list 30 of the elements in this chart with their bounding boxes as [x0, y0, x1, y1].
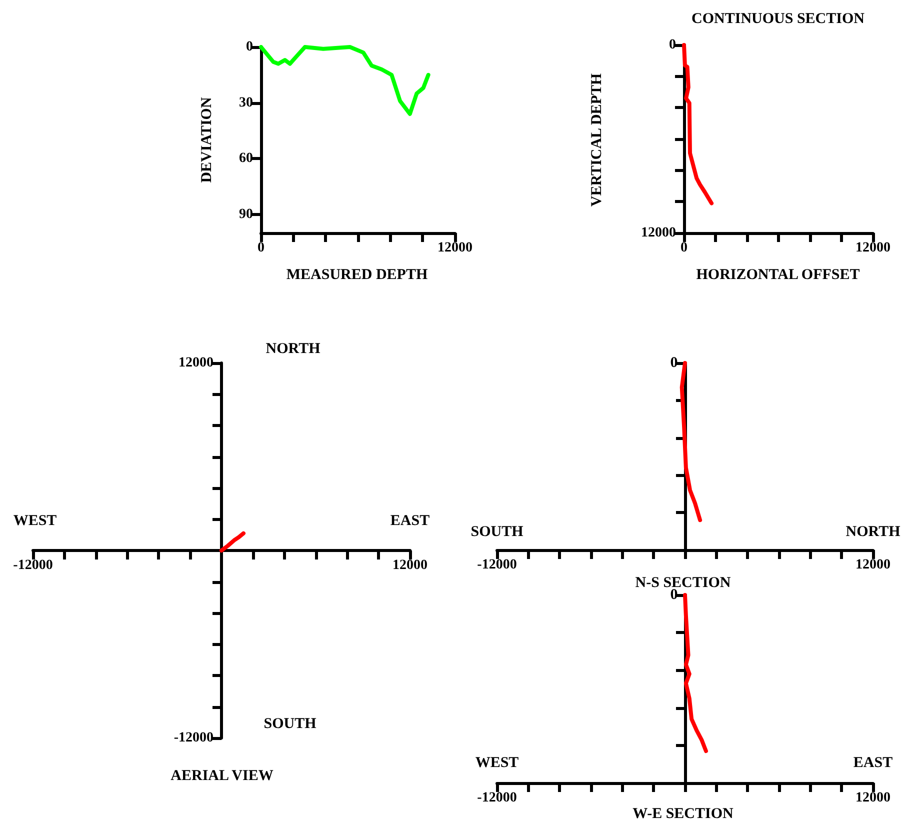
line-series: [220, 531, 246, 552]
y-axis-title: DEVIATION: [199, 97, 215, 183]
x-tick-label: 0: [680, 240, 688, 256]
x-tick-label: 12000: [856, 240, 890, 256]
text: AERIAL VIEW: [170, 768, 274, 784]
annotation: SOUTH: [264, 716, 317, 732]
annotation: WEST: [13, 513, 57, 529]
annotation: EAST: [390, 513, 430, 529]
x-tick-label: 12000: [392, 558, 428, 573]
y-tick-label: 0: [246, 40, 253, 54]
x-tick-label: 12000: [438, 240, 472, 256]
annotation: WEST: [475, 755, 519, 771]
x-tick-label: 0: [258, 240, 264, 256]
y-tick-label: 90: [239, 206, 253, 222]
y-tick-label: 60: [239, 151, 253, 166]
text: W-E SECTION: [632, 806, 734, 822]
line-series: [682, 43, 714, 206]
annotation: SOUTH: [470, 524, 524, 540]
x-tick-label: 12000: [856, 558, 890, 572]
annotation: NORTH: [846, 524, 901, 540]
x-axis-title: MEASURED DEPTH: [286, 267, 428, 283]
x-tick-label: -12000: [13, 558, 53, 573]
x-axis-title: HORIZONTAL OFFSET: [696, 267, 860, 283]
x-tick-label: -12000: [477, 558, 517, 572]
text: NORTH: [266, 341, 321, 357]
line-series: [259, 45, 430, 116]
annotation: EAST: [853, 755, 893, 771]
y-axis-title: VERTICAL DEPTH: [589, 73, 605, 207]
chart-title: CONTINUOUS SECTION: [692, 11, 865, 27]
y-tick-label: 30: [239, 95, 253, 110]
